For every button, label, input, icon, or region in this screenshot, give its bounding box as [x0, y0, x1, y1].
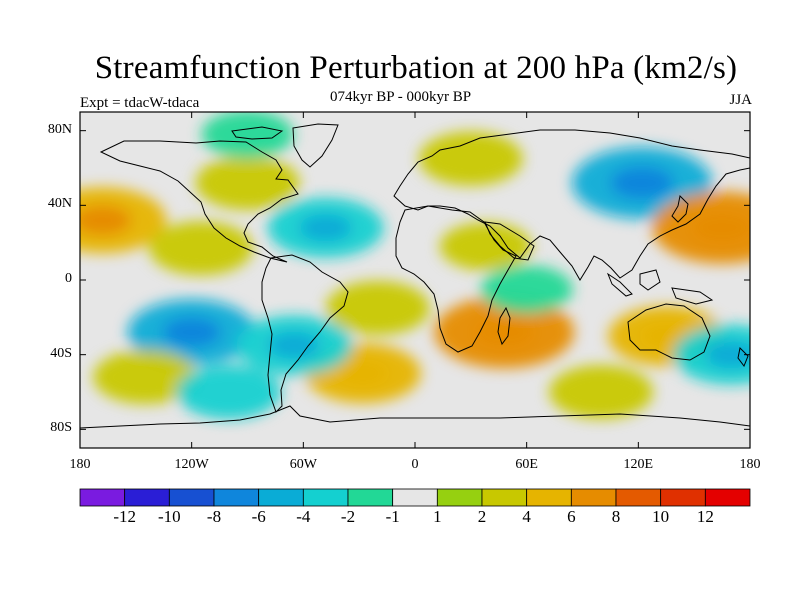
field-anomaly-15	[439, 222, 532, 271]
x-tick-label: 180	[739, 457, 761, 472]
x-tick-label: 60W	[289, 457, 317, 472]
field-core-3	[690, 211, 750, 244]
coast-africa	[395, 205, 517, 353]
coast-new-zealand	[737, 346, 749, 368]
colorbar-label: 12	[696, 507, 714, 526]
field-core-9	[336, 359, 389, 387]
y-tick-label: 40N	[47, 196, 72, 212]
colorbar-swatch	[436, 488, 483, 507]
coast-new-guinea	[671, 287, 714, 305]
colorbar-swatch	[660, 488, 706, 507]
coast-antarctica	[80, 405, 750, 429]
colorbar-swatch	[213, 488, 260, 507]
colorbar-swatch	[258, 488, 304, 507]
colorbar-swatch	[615, 488, 662, 507]
field-anomaly-13	[201, 112, 294, 159]
field-core-0	[80, 205, 132, 236]
colorbar-label: 6	[567, 507, 576, 526]
colorbar-label: -12	[113, 507, 136, 526]
field-core-18	[267, 331, 321, 359]
colorbar-label: 4	[522, 507, 531, 526]
colorbar-swatch	[124, 488, 170, 507]
colorbar-label: -10	[157, 507, 181, 526]
colorbar-label: 2	[477, 507, 487, 526]
coast-eurasia	[393, 129, 750, 281]
chart-title: Streamfunction Perturbation at 200 hPa (…	[94, 50, 738, 86]
y-tick-label: 0	[65, 271, 72, 286]
field-core-2	[610, 166, 674, 200]
colorbar-label: -1	[385, 507, 400, 526]
season-label: JJA	[729, 92, 752, 108]
coastlines	[80, 123, 750, 429]
colorbar-swatch	[168, 488, 215, 507]
chart-subtitle: 074kyr BP - 000kyr BP	[330, 89, 472, 105]
coast-south-america	[261, 254, 349, 413]
colorbar-swatch	[347, 488, 394, 507]
coast-arctic-islands	[231, 126, 284, 140]
field-core-4	[472, 316, 536, 349]
colorbar-swatch	[526, 488, 572, 507]
colorbar-swatch	[704, 488, 751, 507]
x-tick-label: 60E	[515, 457, 538, 472]
colorbar-label: -2	[340, 507, 356, 526]
y-tick-label: 80N	[47, 121, 72, 137]
colorbar-label: 1	[433, 507, 442, 526]
colorbar-swatch	[79, 488, 126, 507]
colorbar-label: -6	[251, 507, 266, 526]
x-tick-label: 120E	[623, 457, 654, 472]
coast-greenland	[292, 123, 339, 168]
coast-arabia	[484, 221, 535, 261]
coast-japan	[671, 194, 689, 223]
field-anomaly-11	[148, 221, 253, 276]
colorbar-swatch	[481, 488, 528, 507]
colorbar-label: 8	[611, 507, 621, 526]
field-layer	[80, 112, 750, 419]
field-anomaly-19	[176, 365, 281, 419]
colorbar-label: -8	[206, 507, 222, 526]
colorbar-label: -4	[296, 507, 311, 526]
colorbar-swatch	[392, 488, 438, 507]
colorbar-label: 10	[652, 507, 670, 526]
coast-australia	[627, 303, 711, 361]
field-core-10	[299, 214, 352, 242]
coast-borneo	[639, 269, 661, 291]
field-core-7	[162, 317, 221, 348]
x-tick-label: 0	[411, 457, 419, 472]
field-anomaly-6	[549, 365, 654, 419]
x-tick-label: 180	[69, 457, 91, 472]
field-anomaly-14	[325, 281, 430, 335]
experiment-label: Expt = tdacW-tdaca	[80, 95, 200, 111]
coast-madagascar	[497, 306, 511, 346]
x-tick-label: 120W	[174, 457, 209, 472]
axis-ticks	[79, 112, 751, 448]
field-core-17	[705, 341, 750, 369]
coast-sumatra	[606, 272, 633, 297]
y-tick-label: 80S	[50, 420, 72, 436]
colorbar-swatch	[570, 488, 617, 507]
y-tick-label: 40S	[50, 345, 72, 361]
colorbar-swatch	[302, 488, 349, 507]
coast-north-america	[99, 140, 299, 263]
field-anomaly-8	[93, 350, 198, 405]
colorbar	[79, 488, 751, 507]
field-anomaly-1	[418, 131, 523, 186]
field-anomaly-12	[195, 155, 300, 210]
field-anomaly-16	[480, 265, 573, 314]
